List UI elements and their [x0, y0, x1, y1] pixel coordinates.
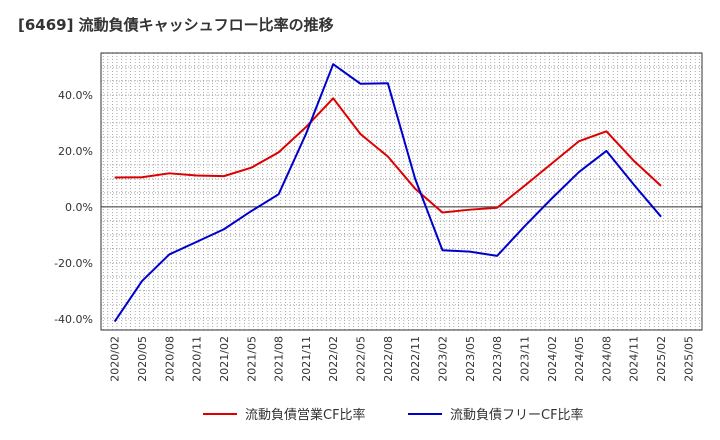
x-tick-label: 2024/02 [546, 336, 559, 382]
x-tick-label: 2020/02 [109, 336, 122, 382]
legend-swatch-blue [408, 412, 442, 415]
legend-swatch-red [203, 412, 237, 415]
x-tick-label: 2021/08 [273, 336, 286, 382]
y-tick-label: 40.0% [58, 89, 93, 102]
x-tick-label: 2024/11 [628, 336, 641, 382]
x-tick-label: 2024/05 [573, 336, 586, 382]
x-tick-label: 2023/05 [464, 336, 477, 382]
legend-label-operating-cf: 流動負債営業CF比率 [245, 408, 366, 423]
x-tick-label: 2025/02 [655, 336, 668, 382]
series-lines [113, 63, 662, 323]
y-tick-label: -40.0% [54, 313, 93, 326]
x-tick-label: 2025/05 [682, 336, 695, 382]
x-axis-ticks: 2020/02 2020/05 2020/08 2020/11 2021/02 2021/… [109, 336, 696, 382]
chart-title: [6469] 流動負債キャッシュフロー比率の推移 [18, 16, 334, 34]
x-tick-label: 2024/08 [600, 336, 613, 382]
x-tick-label: 2022/11 [409, 336, 422, 382]
x-tick-label: 2022/02 [327, 336, 340, 382]
grid-lines [101, 53, 702, 330]
x-tick-label: 2020/05 [136, 336, 149, 382]
x-tick-label: 2023/08 [491, 336, 504, 382]
x-tick-label: 2022/05 [355, 336, 368, 382]
x-tick-label: 2020/08 [163, 336, 176, 382]
y-tick-label: 0.0% [65, 201, 93, 214]
legend: 流動負債営業CF比率 流動負債フリーCF比率 [0, 404, 720, 428]
plot-border [100, 52, 703, 331]
legend-label-free-cf: 流動負債フリーCF比率 [450, 408, 584, 423]
legend-item-operating-cf: 流動負債営業CF比率 [203, 404, 366, 423]
y-axis-ticks: -40.0% -20.0% 0.0% 20.0% 40.0% [54, 89, 93, 326]
x-tick-label: 2021/05 [245, 336, 258, 382]
y-tick-label: -20.0% [54, 257, 93, 270]
x-tick-label: 2023/02 [436, 336, 449, 382]
x-tick-label: 2023/11 [518, 336, 531, 382]
y-tick-label: 20.0% [58, 145, 93, 158]
plot-area [101, 53, 702, 330]
x-tick-label: 2022/08 [382, 336, 395, 382]
x-tick-label: 2021/02 [218, 336, 231, 382]
x-tick-label: 2020/11 [191, 336, 204, 382]
x-tick-label: 2021/11 [300, 336, 313, 382]
legend-item-free-cf: 流動負債フリーCF比率 [408, 404, 584, 423]
